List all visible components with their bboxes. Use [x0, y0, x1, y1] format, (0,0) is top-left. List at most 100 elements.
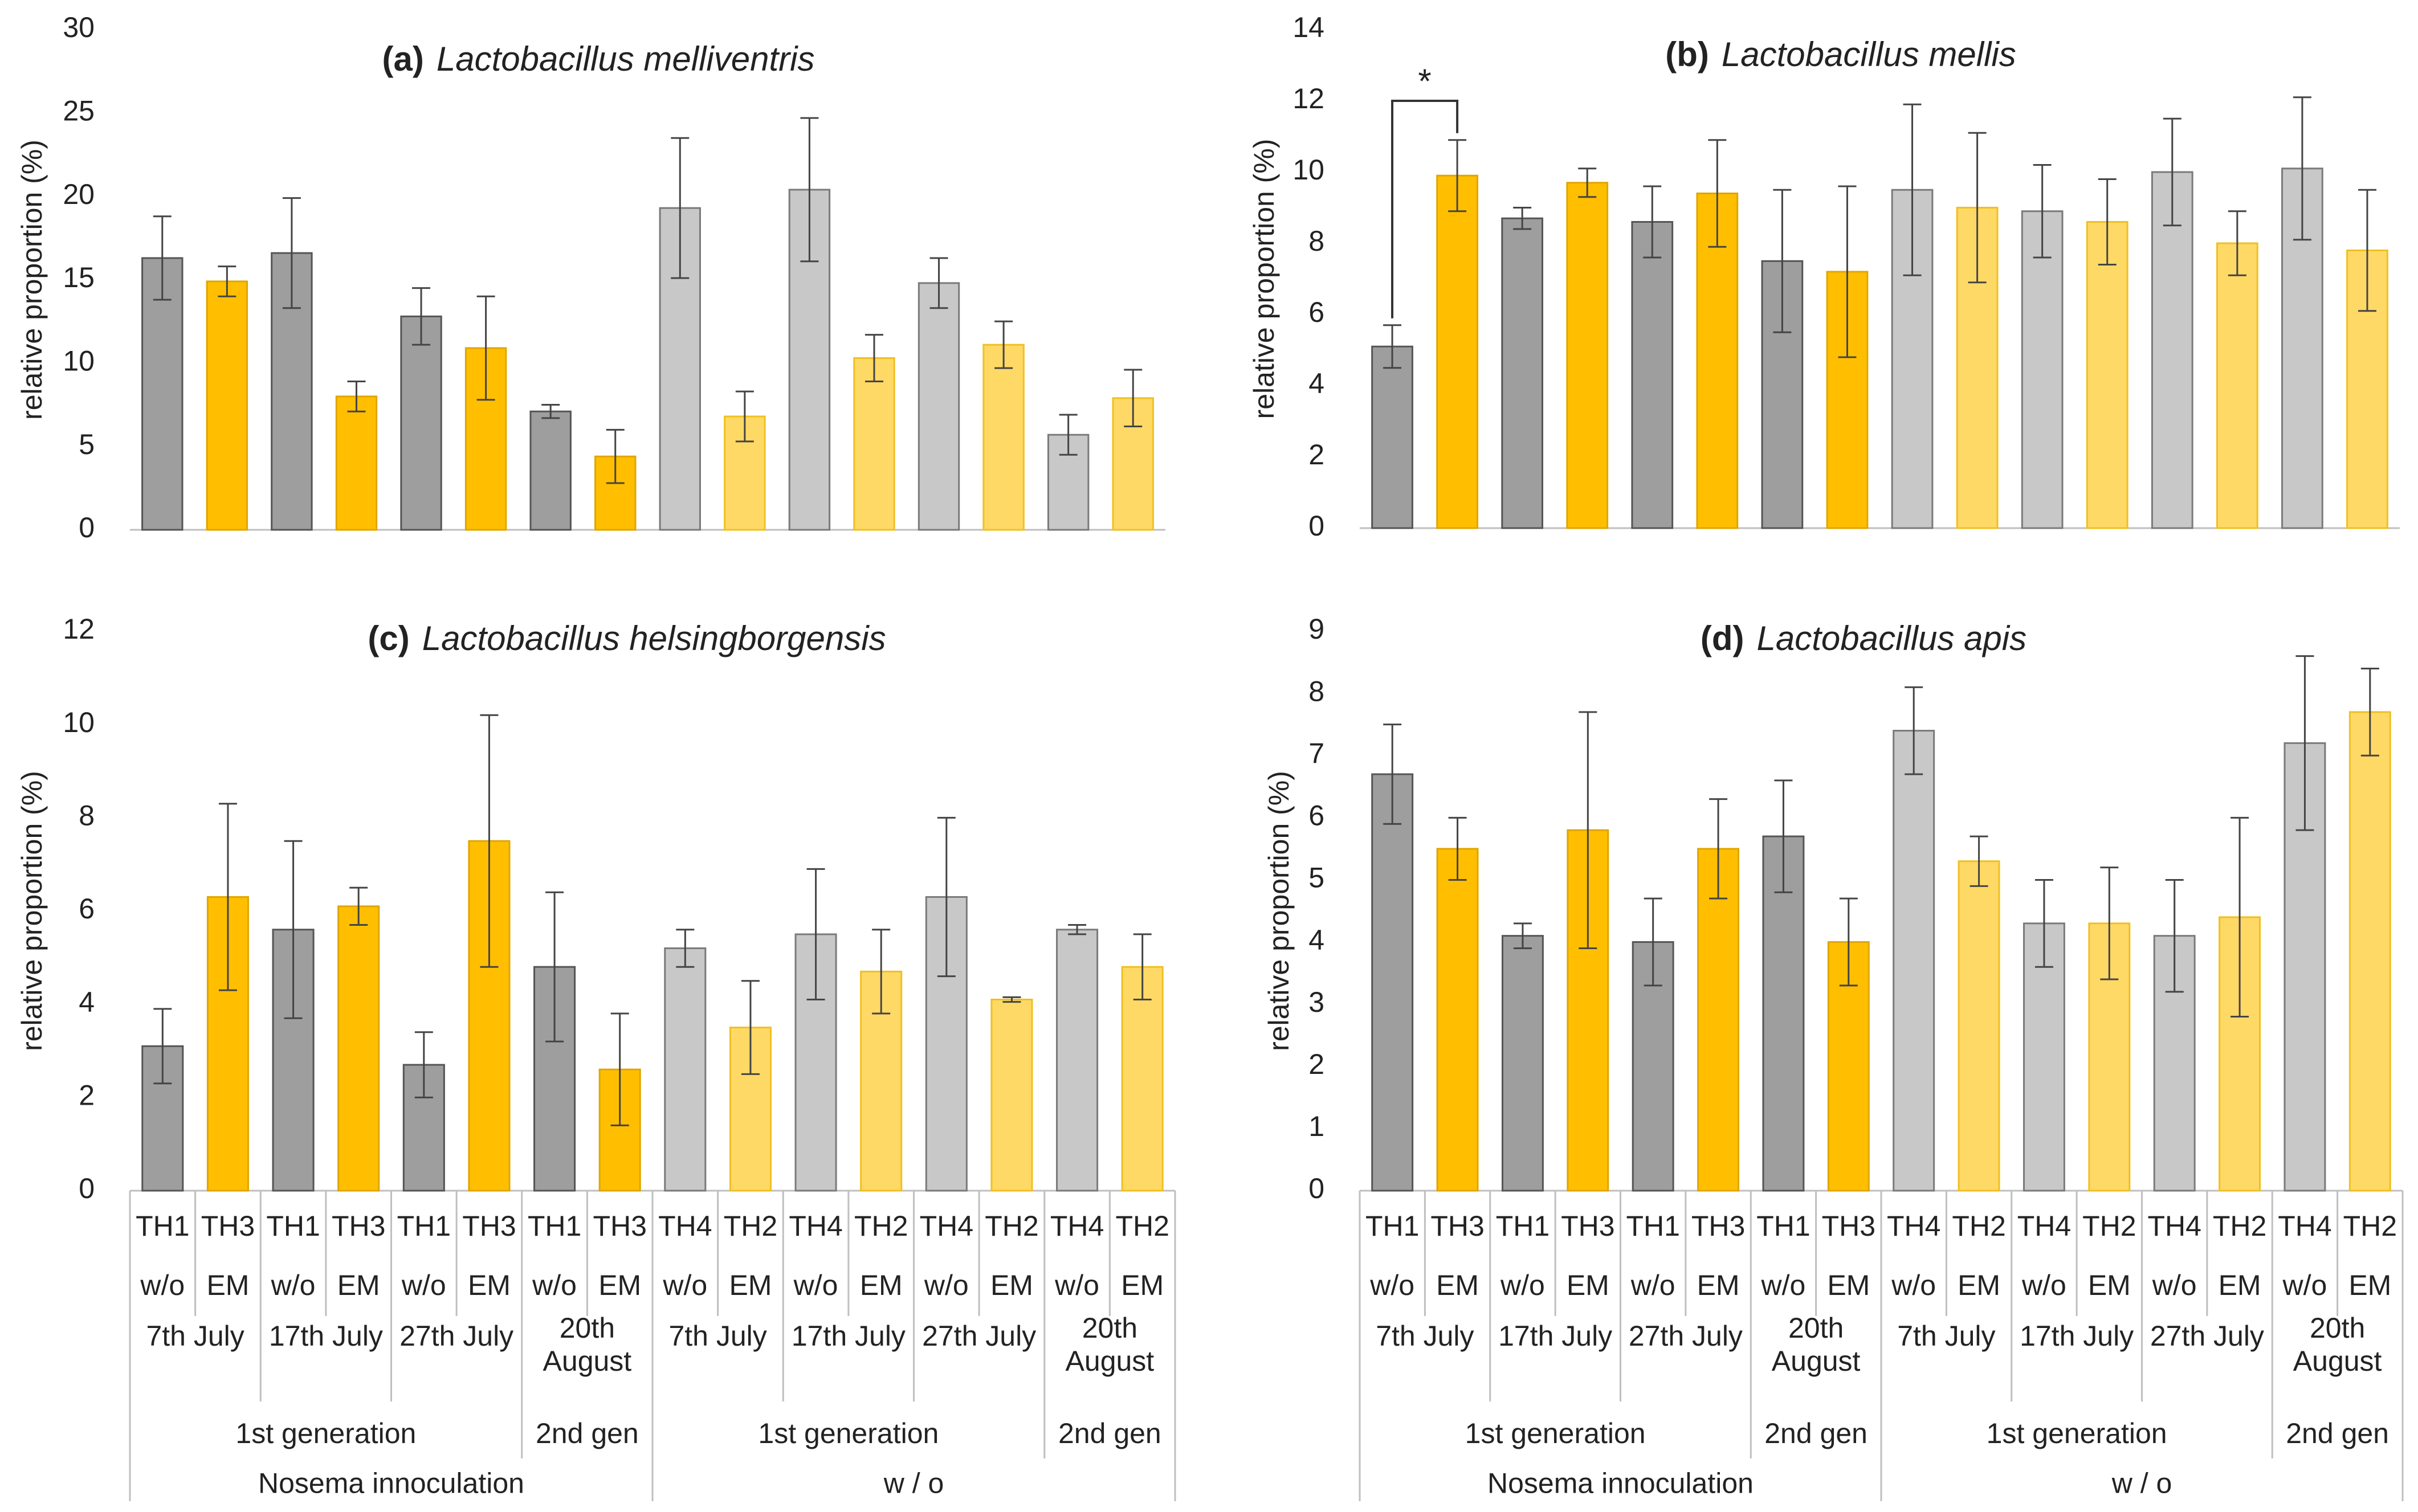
hive-label: TH3 — [201, 1210, 255, 1242]
bar — [206, 280, 248, 531]
bar — [1762, 835, 1805, 1192]
hive-label: TH2 — [724, 1210, 777, 1242]
group-label: w / o — [883, 1468, 944, 1499]
date-line-1: 20th — [560, 1312, 615, 1344]
y-tick-label: 20 — [63, 178, 95, 210]
panel-letter: (d) — [1701, 619, 1744, 657]
species-name: Lactobacillus helsingborgensis — [422, 619, 886, 657]
date-label: 17th July — [1498, 1320, 1612, 1352]
hive-label: TH1 — [1626, 1210, 1679, 1242]
y-tick-label: 4 — [1308, 924, 1324, 956]
date-label: 7th July — [1376, 1320, 1474, 1352]
y-tick-label: 10 — [63, 706, 95, 738]
y-tick-label: 0 — [1308, 1172, 1324, 1204]
bar — [141, 257, 184, 531]
treatment-label: EM — [1121, 1269, 1164, 1301]
bar — [982, 344, 1025, 531]
treatment-label: w/o — [271, 1269, 316, 1301]
treatment-label: w/o — [2282, 1269, 2327, 1301]
bar — [1371, 773, 1414, 1192]
treatment-label: w/o — [662, 1269, 707, 1301]
y-tick-label: 2 — [1308, 439, 1324, 471]
date-label: 27th July — [922, 1320, 1036, 1352]
treatment-label: EM — [729, 1269, 772, 1301]
y-axis-label: relative proportion (%) — [1248, 139, 1280, 419]
y-tick-label: 3 — [1308, 986, 1324, 1018]
hive-label: TH3 — [593, 1210, 646, 1242]
bar — [400, 315, 442, 531]
treatment-label: EM — [1697, 1269, 1740, 1301]
panel-letter: (c) — [368, 619, 409, 657]
category-axis: TH1 TH3 TH1 TH3 TH1 TH3 TH1 TH3 TH4 TH2 TH4 TH2 TH4 T… — [129, 1191, 1176, 1501]
panel-c: (c) Lactobacillus helsingborgensis 0 2 4 6 8 10… — [16, 613, 1176, 1501]
treatment-label: EM — [990, 1269, 1033, 1301]
bar — [2151, 171, 2193, 529]
bar — [2348, 711, 2391, 1192]
bar — [529, 410, 572, 531]
y-tick-label: 12 — [63, 613, 95, 645]
date-label: 27th July — [399, 1320, 513, 1352]
significance-bracket — [1391, 100, 1459, 318]
treatment-label: EM — [1958, 1269, 2000, 1301]
hive-label: TH2 — [2213, 1210, 2266, 1242]
bar — [853, 357, 895, 531]
bar — [1566, 182, 1609, 529]
bar — [1501, 217, 1544, 529]
treatment-label: w/o — [1369, 1269, 1414, 1301]
generation-label: 1st generation — [1987, 1417, 2167, 1449]
date-label: 7th July — [668, 1320, 766, 1352]
y-axis-label: relative proportion (%) — [16, 140, 48, 420]
treatment-label: w/o — [1761, 1269, 1806, 1301]
category-axis: TH1 TH3 TH1 TH3 TH1 TH3 TH1 TH3 TH4 TH2 TH4 TH2 TH4 T… — [1359, 1191, 2404, 1501]
hive-label: TH3 — [462, 1210, 516, 1242]
group-label: w / o — [2111, 1468, 2172, 1499]
hive-label: TH4 — [2147, 1210, 2201, 1242]
treatment-label: EM — [2348, 1269, 2391, 1301]
treatment-label: w/o — [140, 1269, 185, 1301]
hive-label: TH2 — [2343, 1210, 2397, 1242]
y-tick-label: 6 — [79, 893, 95, 925]
treatment-label: EM — [860, 1269, 903, 1301]
species-name: Lactobacillus apis — [1757, 619, 2027, 657]
treatment-label: EM — [468, 1269, 511, 1301]
hive-label: TH4 — [658, 1210, 712, 1242]
treatment-label: EM — [598, 1269, 641, 1301]
bar — [1697, 848, 1740, 1192]
hive-label: TH1 — [1756, 1210, 1810, 1242]
bar — [337, 905, 380, 1192]
panel-d: (d) Lactobacillus apis 0 1 2 3 4 5 6 7 8 9 relative … — [1263, 613, 2404, 1501]
treatment-label: EM — [2219, 1269, 2261, 1301]
species-name: Lactobacillus mellis — [1722, 35, 2016, 73]
date-label: 20th August — [2293, 1312, 2382, 1377]
hive-label: TH1 — [528, 1210, 581, 1242]
y-tick-label: 0 — [1308, 510, 1324, 542]
y-tick-label: 4 — [1308, 367, 1324, 399]
treatment-label: w/o — [532, 1269, 577, 1301]
generation-label: 2nd gen — [2286, 1417, 2389, 1449]
hive-label: TH1 — [1496, 1210, 1550, 1242]
y-tick-label: 12 — [1292, 83, 1324, 115]
hive-label: TH4 — [1050, 1210, 1104, 1242]
generation-label: 2nd gen — [536, 1417, 639, 1449]
bar — [464, 347, 507, 531]
chart-title: (d) Lactobacillus apis — [1701, 619, 2026, 657]
hive-label: TH1 — [266, 1210, 320, 1242]
treatment-label: w/o — [924, 1269, 969, 1301]
date-label: 20th August — [543, 1312, 632, 1377]
generation-label: 1st generation — [758, 1417, 939, 1449]
bar — [990, 998, 1033, 1192]
treatment-label: w/o — [401, 1269, 446, 1301]
treatment-label: EM — [206, 1269, 249, 1301]
y-tick-label: 6 — [1308, 296, 1324, 328]
date-label: 20th August — [1772, 1312, 1861, 1377]
panel-letter: (a) — [382, 40, 424, 78]
panel-a: (a) Lactobacillus melliventris 0 5 10 15 20 25 3… — [16, 11, 1165, 543]
hive-label: TH1 — [397, 1210, 451, 1242]
treatment-label: EM — [1567, 1269, 1609, 1301]
y-tick-label: 2 — [79, 1080, 95, 1111]
generation-label: 1st generation — [1465, 1417, 1646, 1449]
date-line-1: 20th — [2310, 1312, 2365, 1344]
bar — [1371, 345, 1413, 529]
bar — [1436, 174, 1478, 529]
